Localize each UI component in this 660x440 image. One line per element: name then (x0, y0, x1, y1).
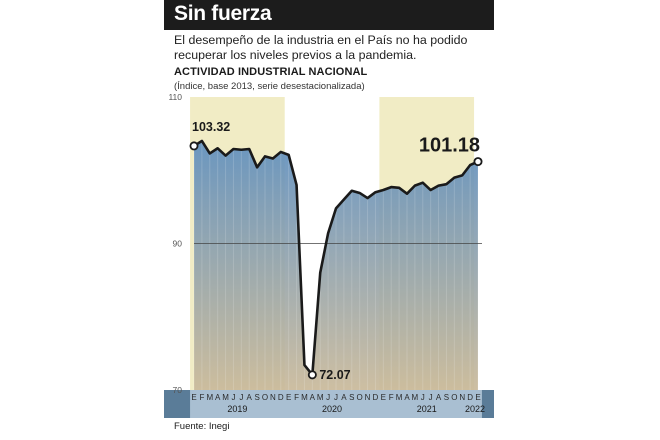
data-point-1 (307, 370, 317, 380)
x-tick-label: J (421, 393, 425, 402)
x-tick-label: D (278, 393, 284, 402)
data-label-1: 72.07 (319, 368, 350, 382)
x-tick-label: A (247, 393, 253, 402)
year-label-2021: 2021 (417, 404, 437, 414)
x-tick-label: N (365, 393, 371, 402)
x-tick-label: A (404, 393, 410, 402)
data-labels: 103.32 72.07 101.18 (192, 120, 480, 382)
x-axis-band (164, 390, 494, 418)
x-tick-label: D (373, 393, 379, 402)
year-label-2020: 2020 (322, 404, 342, 414)
chart-title: ACTIVIDAD INDUSTRIAL NACIONAL (174, 66, 368, 78)
x-tick-label: E (191, 393, 196, 402)
x-tick-label: J (326, 393, 330, 402)
x-tick-label: M (317, 393, 324, 402)
x-tick-label: O (451, 393, 457, 402)
x-tick-label: E (475, 393, 480, 402)
x-tick-label: O (262, 393, 268, 402)
x-tick-label: M (222, 393, 229, 402)
area-path (194, 140, 478, 390)
series-line (193, 139, 479, 377)
year-label-2019: 2019 (227, 404, 247, 414)
y-tick-90: 90 (173, 239, 183, 249)
data-label-0: 103.32 (192, 120, 230, 134)
x-tick-label: D (467, 393, 473, 402)
data-points (189, 141, 483, 380)
year-labels: 2019 2020 2021 2022 (227, 404, 485, 414)
x-tick-label: M (206, 393, 213, 402)
y-tick-labels: 70 90 110 (168, 92, 182, 395)
page-title: Sin fuerza (174, 2, 272, 25)
x-tick-label: A (310, 393, 316, 402)
y-tick-70: 70 (173, 385, 183, 395)
x-tick-label: E (381, 393, 386, 402)
x-tick-label: F (294, 393, 299, 402)
x-tick-label: S (349, 393, 354, 402)
chart-subtitle: (Índice, base 2013, serie desestacionali… (174, 81, 365, 92)
data-point-0 (189, 141, 199, 151)
x-tick-label: M (396, 393, 403, 402)
data-label-2: 101.18 (419, 135, 480, 157)
x-tick-label: A (215, 393, 221, 402)
title-bar: Sin fuerza (164, 0, 494, 30)
axis-band-inner (190, 390, 482, 418)
source-note: Fuente: Inegi (174, 421, 230, 432)
x-tick-label: F (389, 393, 394, 402)
y-tick-110: 110 (168, 92, 182, 102)
x-tick-label: M (412, 393, 419, 402)
x-tick-label: A (436, 393, 442, 402)
data-point-2 (473, 157, 483, 167)
x-tick-label: J (429, 393, 433, 402)
infographic-card: Sin fuerza El desempeño de la industria … (164, 0, 494, 440)
x-tick-label: F (199, 393, 204, 402)
x-tick-label: J (231, 393, 235, 402)
x-tick-label: S (254, 393, 259, 402)
x-tick-label: E (286, 393, 291, 402)
x-tick-label: N (459, 393, 465, 402)
x-tick-label: A (341, 393, 347, 402)
x-tick-label: M (301, 393, 308, 402)
x-tick-label: J (334, 393, 338, 402)
subtitle: El desempeño de la industria en el País … (174, 33, 468, 62)
x-tick-label: N (270, 393, 276, 402)
x-tick-label: O (357, 393, 363, 402)
area-fill (193, 140, 479, 390)
x-tick-label: S (444, 393, 449, 402)
series-path (193, 139, 479, 377)
x-tick-label: J (239, 393, 243, 402)
year-label-2022: 2022 (465, 404, 485, 414)
